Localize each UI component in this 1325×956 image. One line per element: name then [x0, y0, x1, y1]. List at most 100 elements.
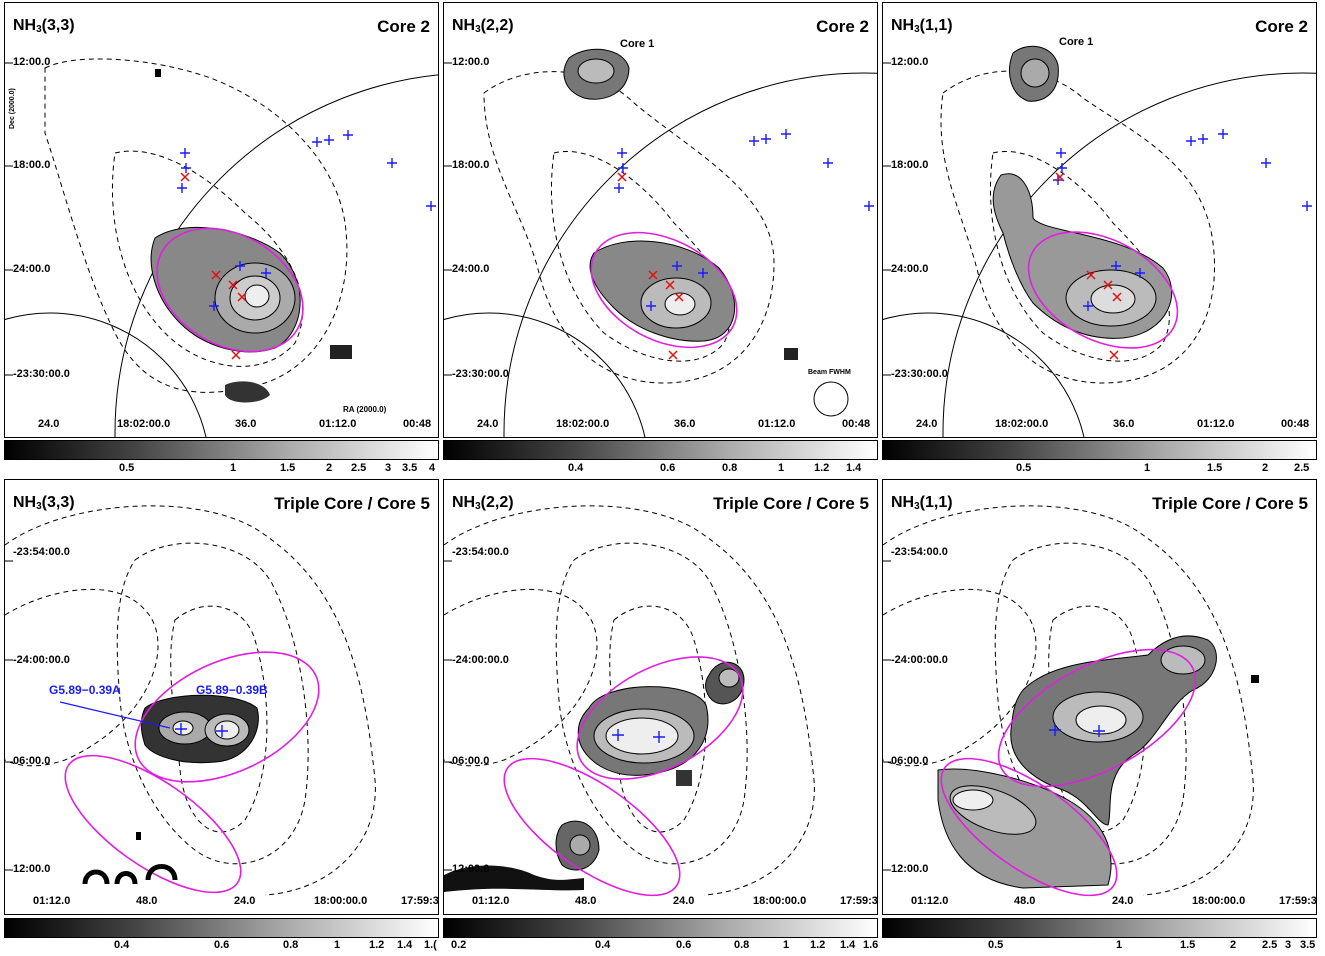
x-tick: 24.0: [1112, 895, 1134, 907]
colorbar-tick: 0.5: [119, 462, 135, 474]
colorbar-tick: 0.8: [722, 462, 738, 474]
y-tick: -23:54:00.0: [452, 546, 509, 558]
x-tick: 24.0: [916, 418, 938, 430]
y-tick: 06:00.0: [891, 755, 929, 767]
map-panel-nh3-22-core2: NH3(2,2) Core 2 Core 1 12:00.0 18:00.0 2…: [443, 2, 878, 438]
x-tick: 24.0: [477, 418, 499, 430]
dec-axis-label: Dec (2000.0): [9, 88, 16, 129]
y-tick: 18:00.0: [891, 159, 929, 171]
line-label: NH3(3,3): [13, 17, 75, 35]
x-tick: 48.0: [1014, 895, 1036, 907]
colorbar-tick: 1: [778, 462, 785, 474]
x-tick: 01:12.0: [472, 895, 510, 907]
colorbar-gradient: [882, 440, 1317, 460]
map-panel-nh3-11-core2: NH3(1,1) Core 2 Core 1 12:00.0 18:00.0 2…: [882, 2, 1317, 438]
colorbar-tick: 0.8: [734, 939, 750, 951]
y-tick: 06:00.0: [13, 755, 51, 767]
panel-title: Core 2: [816, 17, 869, 36]
colorbar-tick: 0.6: [676, 939, 692, 951]
colorbar-gradient: [443, 918, 878, 938]
line-label: NH3(1,1): [891, 17, 953, 35]
map-plot: [444, 505, 815, 897]
x-tick: 00:48: [842, 418, 871, 430]
colorbar-tick: 1.(: [424, 939, 437, 951]
x-tick: 01:12.0: [33, 895, 71, 907]
colorbar-tick: 1.5: [1207, 462, 1223, 474]
colorbar-tick: 1.4: [840, 939, 856, 951]
colorbar-tick: 1.2: [810, 939, 826, 951]
core1-label: Core 1: [620, 38, 655, 50]
colorbar-tick: 1.4: [846, 462, 862, 474]
x-tick: 48.0: [136, 895, 158, 907]
y-tick: 12:00.0: [13, 863, 51, 875]
x-tick: 48.0: [575, 895, 597, 907]
x-tick: 24.0: [234, 895, 256, 907]
map-plot: [5, 58, 438, 437]
x-tick: 18:00:00.0: [1192, 895, 1246, 907]
y-tick: -23:30:00.0: [13, 368, 70, 380]
y-tick: 12:00.0: [891, 56, 929, 68]
colorbar-tick: 1.5: [280, 462, 296, 474]
source-label-a: G5.89−0.39A: [49, 683, 121, 697]
y-tick: 18:00.0: [13, 159, 51, 171]
y-tick: 24:00.0: [13, 263, 51, 275]
colorbar-tick: 1: [334, 939, 341, 951]
colorbar-tick: 1: [783, 939, 790, 951]
colorbar-tick: 2: [1230, 939, 1237, 951]
map-plot: [444, 48, 877, 437]
x-tick: 01:12.0: [1197, 418, 1235, 430]
colorbar-tick: 2: [326, 462, 333, 474]
colorbar-gradient: [4, 918, 439, 938]
x-tick: 00:48: [1281, 418, 1310, 430]
line-label: NH3(2,2): [452, 494, 514, 512]
colorbar-tick: 1: [1116, 939, 1123, 951]
y-tick: -24:00:00.0: [452, 654, 509, 666]
colorbar-tick: 3: [1285, 939, 1292, 951]
colorbar-tick: 2.5: [351, 462, 367, 474]
colorbar-tick: 2.5: [1262, 939, 1278, 951]
colorbar-gradient: [4, 440, 439, 460]
x-tick: 18:00:00.0: [753, 895, 807, 907]
y-tick: 12:00.0: [891, 863, 929, 875]
panel-title: Core 2: [1255, 17, 1308, 36]
x-tick: 36.0: [674, 418, 696, 430]
x-tick: 18:00:00.0: [314, 895, 368, 907]
colorbar-tick: 0.5: [1016, 462, 1032, 474]
x-tick: 01:12.0: [758, 418, 796, 430]
colorbar-tick: 2.5: [1294, 462, 1310, 474]
colorbar-tick: 0.4: [595, 939, 611, 951]
beam-label: Beam FWHM: [808, 369, 851, 376]
y-tick: 24:00.0: [452, 263, 490, 275]
map-plot: [883, 45, 1316, 437]
colorbar-tick: 0.8: [283, 939, 299, 951]
colorbar-tick: 1.6: [863, 939, 879, 951]
colorbar-tick: 0.2: [451, 939, 467, 951]
colorbar-gradient: [443, 440, 878, 460]
x-tick: 01:12.0: [319, 418, 357, 430]
colorbar-gradient: [882, 918, 1317, 938]
x-tick: 18:02:00.0: [556, 418, 610, 430]
panel-title: Triple Core / Core 5: [1152, 494, 1308, 513]
line-label: NH3(1,1): [891, 494, 953, 512]
x-tick: 18:02:00.0: [117, 418, 171, 430]
panel-title: Core 2: [377, 17, 430, 36]
x-tick: 18:02:00.0: [995, 418, 1049, 430]
y-tick: 12:00.0: [452, 863, 490, 875]
map-panel-nh3-22-triple-core: NH3(2,2) Triple Core / Core 5 -23:54:00.…: [443, 479, 878, 915]
y-tick: -23:30:00.0: [452, 368, 509, 380]
x-tick: 01:12.0: [911, 895, 949, 907]
line-label: NH3(2,2): [452, 17, 514, 35]
colorbar-tick: 1: [230, 462, 237, 474]
y-tick: -24:00:00.0: [891, 654, 948, 666]
source-label-b: G5.89−0.39B: [196, 683, 268, 697]
colorbar-tick: 3.5: [402, 462, 418, 474]
x-tick: 00:48: [403, 418, 432, 430]
y-tick: 06:00.0: [452, 755, 490, 767]
x-tick: 17:59:3: [401, 895, 439, 907]
y-tick: -24:00:00.0: [13, 654, 70, 666]
colorbar-tick: 3: [385, 462, 392, 474]
x-tick: 24.0: [673, 895, 695, 907]
colorbar-tick: 1.2: [814, 462, 830, 474]
colorbar-tick: 2: [1262, 462, 1269, 474]
map-plot: [5, 505, 376, 896]
